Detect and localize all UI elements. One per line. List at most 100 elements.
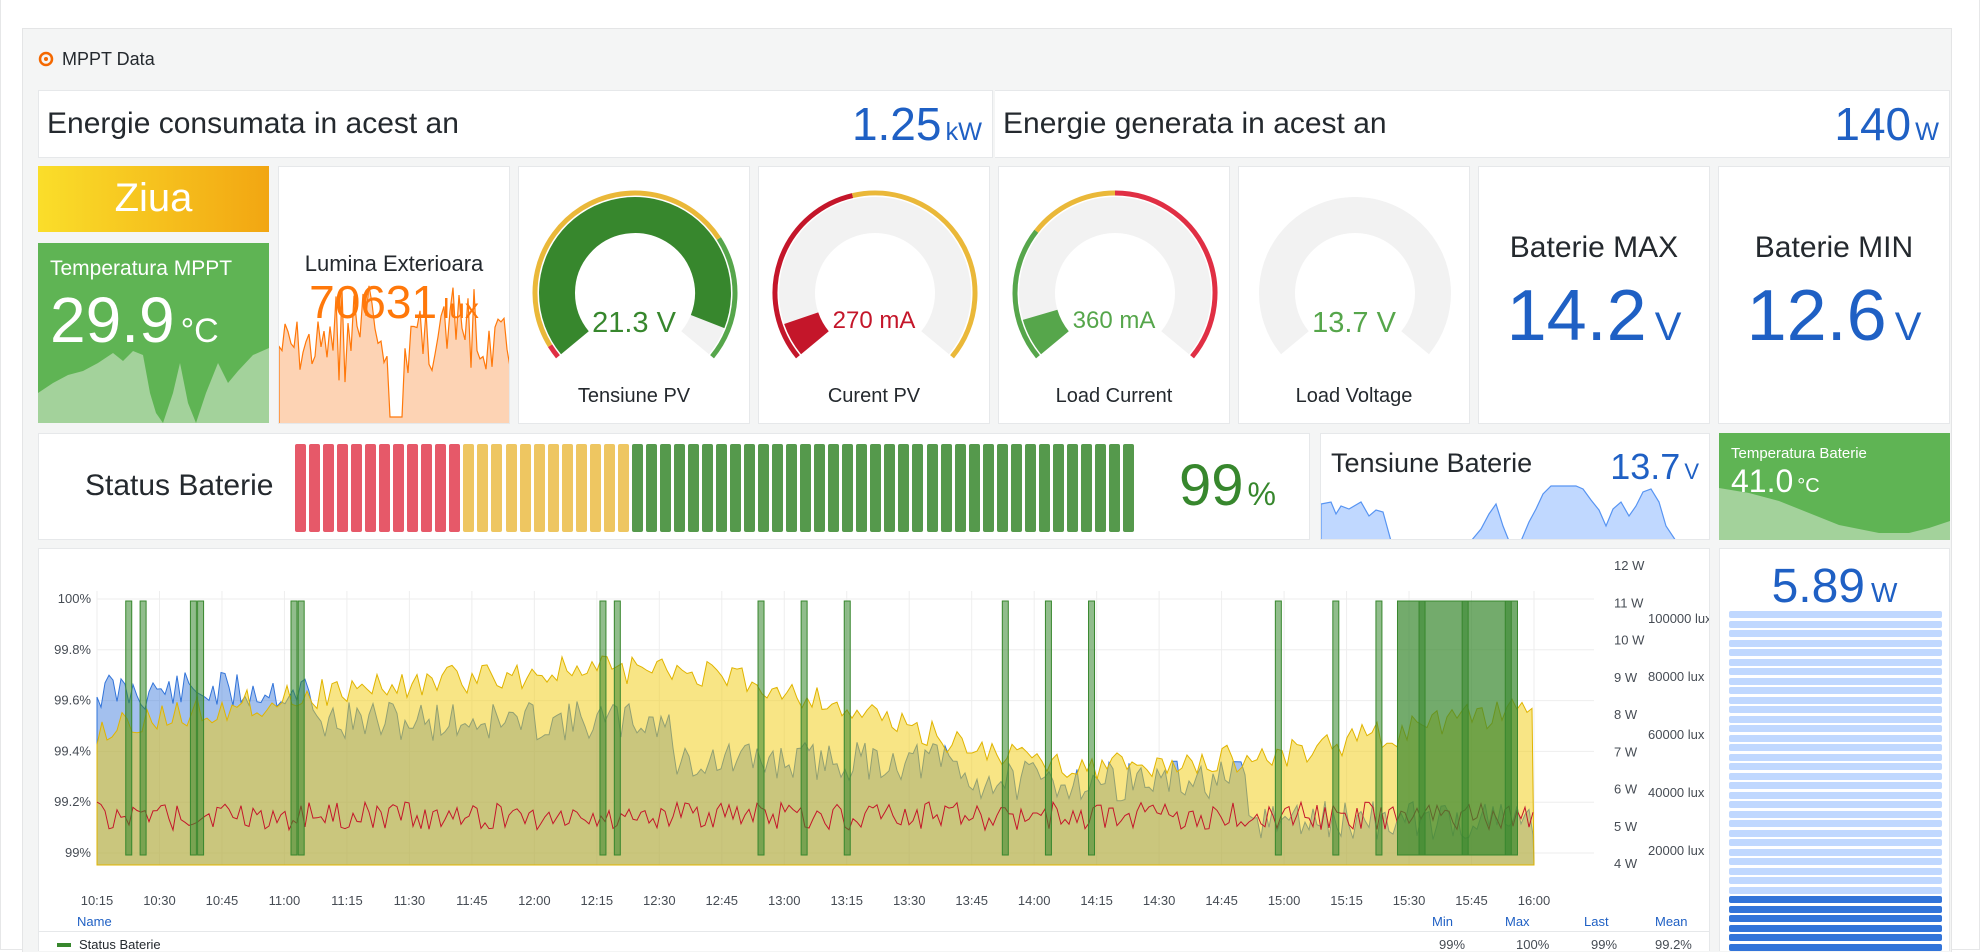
battery-min-panel[interactable]: Baterie MIN 12.6 V [1718,166,1950,424]
legend-row-status-baterie[interactable]: Status Baterie [57,937,161,951]
legend-header-name[interactable]: Name [77,914,112,929]
legend-header-last[interactable]: Last [1584,914,1609,929]
y-right-lux-tick-label: 40000 lux [1648,785,1705,800]
battery-min-value: 12.6 V [1719,275,1949,357]
status-baterie-label: Status Baterie [85,469,274,502]
series-status-spike [613,600,621,856]
gauge-panel-load-voltage[interactable]: 13.7 V Load Voltage [1238,166,1470,424]
status-bar-segment [1108,444,1120,532]
status-baterie-number: 99 [1179,453,1244,518]
load-voltage-label: Load Voltage [1295,385,1413,407]
legend-header-max[interactable]: Max [1505,914,1530,929]
series-area-yellow [96,655,1535,866]
status-bar-segment [1010,444,1022,532]
side-power-bar-segment [1729,820,1942,827]
legend-min-value: 99% [1439,937,1466,951]
side-power-bar-segment [1729,744,1942,751]
status-bar-segment [926,444,938,532]
x-tick-label: 15:15 [1330,893,1363,908]
load-current-value: 360 mA [1072,307,1156,334]
x-tick-label: 11:00 [269,893,301,908]
gauge-value-arc [539,197,731,355]
tensiune-baterie-panel[interactable]: Tensiune Baterie 13.7 V [1320,433,1710,540]
status-bar-segment [856,444,868,532]
day-panel[interactable]: Ziua [38,166,269,232]
day-label: Ziua [114,176,193,220]
status-bar-segment [393,444,405,532]
y-left-tick-label: 99.4% [54,743,91,758]
status-bar-segment [365,444,377,532]
status-bar-segment [673,444,685,532]
load-current-label: Load Current [1055,385,1173,407]
side-power-bar-segment [1729,611,1942,618]
status-bar-segment [659,444,671,532]
x-tick-label: 10:15 [81,893,114,908]
status-bar-segment [463,444,475,532]
status-bar-segment [800,444,812,532]
y-right-lux-tick-label: 60000 lux [1648,727,1705,742]
timeseries-panel[interactable]: 10:15 10:30 10:45 11:00 11:15 11:30 11:45 12:00… [38,548,1710,951]
side-power-bar-segment [1729,715,1942,723]
series-status-spike [125,600,133,856]
legend-header-mean[interactable]: Mean [1655,914,1688,929]
gauge-panel-curent-pv[interactable]: 270 mA Curent PV [758,166,990,424]
status-bar-segment [505,444,517,532]
battery-max-panel[interactable]: Baterie MAX 14.2 V [1478,166,1710,424]
tensiune-pv-value: 21.3 V [592,307,676,339]
status-bar-segment [744,444,756,532]
timeseries-chart[interactable]: 10:15 10:30 10:45 11:00 11:15 11:30 11:45 12:00… [39,549,1710,951]
series-status-spike [1001,600,1009,856]
energy-generated-unit: W [1915,118,1939,146]
light-label: Lumina Exterioara [304,251,484,276]
x-tick-label: 13:30 [893,893,926,908]
status-bar-segment [575,444,587,532]
status-bar-segment [435,444,447,532]
side-power-number: 5.89 [1771,560,1865,613]
gauge-track [1019,197,1211,355]
status-bar-segment [589,444,601,532]
legend-mean-value: 99.2% [1655,937,1692,951]
x-tick-label: 12:45 [706,893,739,908]
side-power-bar-segment [1729,725,1942,732]
battery-min-label: Baterie MIN [1754,231,1914,264]
side-power-bar-segment [1729,924,1942,932]
gauge-threshold-arc [1012,229,1040,359]
energy-consumed-panel[interactable]: Energie consumata in acest an 1.25 kW [38,90,993,158]
side-power-panel[interactable]: 5.89 W [1719,548,1950,951]
side-power-bar-segment [1729,734,1942,742]
temp-mppt-sparkline [38,348,269,423]
gauge-panel-load-current[interactable]: 360 mA Load Current [998,166,1230,424]
tensiune-pv-label: Tensiune PV [577,385,691,407]
status-baterie-panel[interactable]: Status Baterie 99% [38,433,1310,540]
status-bar-segment [309,444,321,532]
x-tick-label: 14:00 [1018,893,1051,908]
legend-header-min[interactable]: Min [1432,914,1453,929]
energy-generated-number: 140 [1834,98,1912,150]
side-power-bar-segment [1729,915,1942,922]
status-bar-segment [1052,444,1064,532]
status-bar-segment [912,444,924,532]
gauge-value-arc [784,311,830,355]
tensiune-baterie-value: 13.7 V [1610,446,1699,488]
side-power-bar-segment [1729,877,1942,884]
gauge-panel-tensiune-pv[interactable]: 21.3 V Tensiune PV [518,166,750,424]
temp-baterie-panel[interactable]: Temperatura Baterie 41.0 °C [1719,433,1950,540]
temp-mppt-panel[interactable]: Temperatura MPPT 29.9 °C [38,243,269,423]
series-status-block [1396,600,1518,856]
gauge-track [1259,197,1451,355]
y-left-tick-label: 99.8% [54,642,91,657]
status-bar-segment [1066,444,1078,532]
energy-generated-panel[interactable]: Energie generata in acest an 140 W [995,90,1950,158]
side-power-bar-segment [1729,801,1942,808]
energy-generated-label: Energie generata in acest an [1003,107,1387,140]
row-title[interactable]: MPPT Data [38,44,155,74]
light-panel[interactable]: Lumina Exterioara 70631 lux [278,166,510,424]
side-power-bar-segment [1729,639,1942,647]
status-bar-segment [449,444,461,532]
row-title-text: MPPT Data [62,48,155,69]
x-tick-label: 11:30 [394,893,426,908]
temp-mppt-unit: °C [180,312,219,350]
status-bar-segment [533,444,545,532]
status-bar-segment [687,444,699,532]
x-tick-label: 16:00 [1518,893,1551,908]
